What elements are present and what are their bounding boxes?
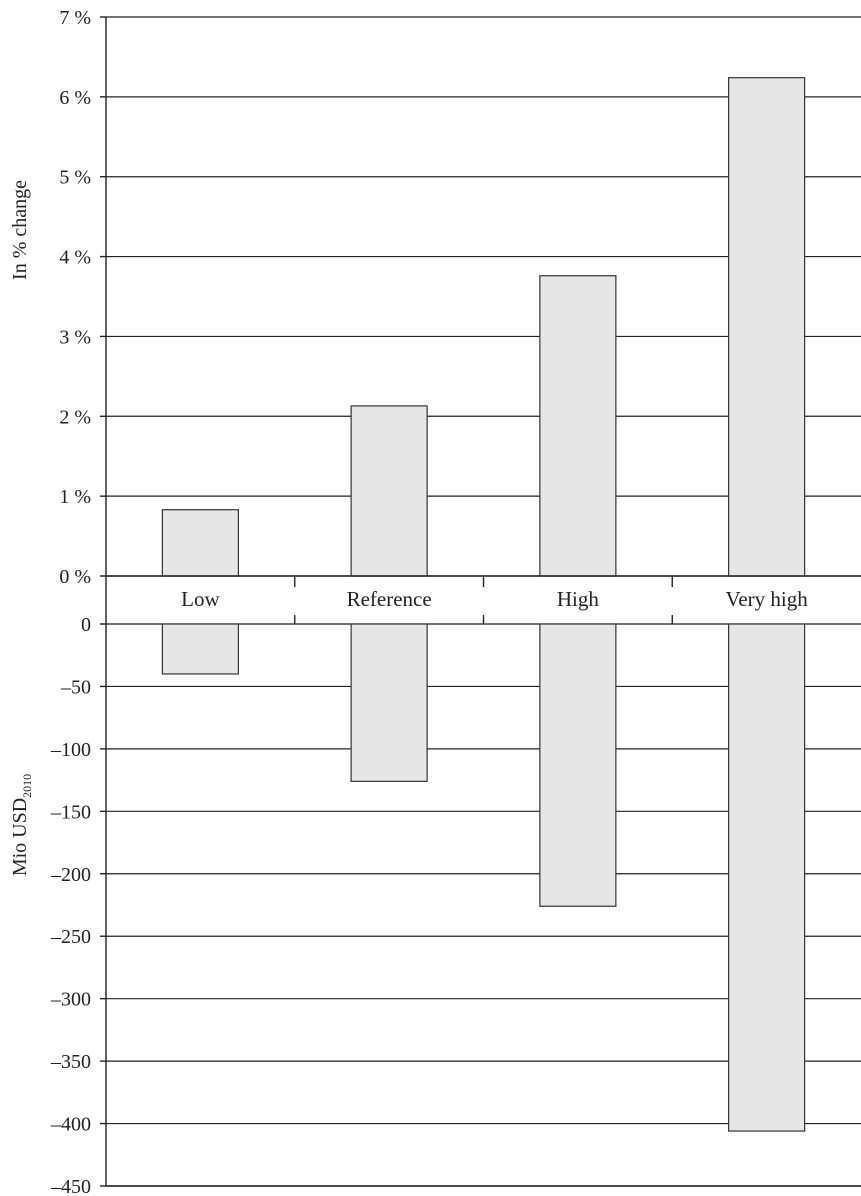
bottom-y-tick-label: 0	[81, 614, 91, 636]
top-y-tick-label: 6 %	[59, 87, 91, 109]
bottom-y-tick-label: –250	[50, 926, 91, 948]
top-y-tick-label: 3 %	[59, 326, 91, 348]
top-bar-reference	[350, 405, 428, 577]
category-label: Reference	[347, 587, 432, 611]
top-y-axis-title: In % change	[9, 180, 31, 280]
category-labels: Low Reference High Very high	[105, 576, 809, 624]
bottom-y-tick-label: –450	[50, 1176, 91, 1196]
top-y-tick-label: 2 %	[59, 406, 91, 428]
top-bar-low	[161, 509, 239, 577]
top-bar-very-high	[728, 77, 806, 577]
bottom-bar-high	[539, 623, 617, 907]
top-y-tick-label: 4 %	[59, 247, 91, 269]
category-label: Very high	[726, 587, 809, 611]
bottom-y-axis-title-main: Mio USD	[9, 798, 31, 876]
top-bar-high	[539, 275, 617, 577]
category-label: High	[557, 587, 600, 611]
bottom-y-tick-label: –400	[50, 1114, 91, 1136]
bottom-y-tick-label: –200	[50, 864, 91, 886]
bottom-y-tick-label: –300	[50, 989, 91, 1011]
bottom-panel: Mio USD2010 0 –50 –100 –150 –200 –250 –300 –350…	[9, 614, 861, 1196]
top-panel: In % change 0 % 1 % 2 % 3 % 4 % 5 % 6 % 7 %	[9, 7, 861, 588]
bottom-y-tick-label: –100	[50, 739, 91, 761]
top-y-tick-label: 1 %	[59, 486, 91, 508]
bottom-bar-low	[161, 623, 239, 675]
bottom-y-tick-label: –150	[50, 801, 91, 823]
bottom-y-axis-title: Mio USD2010	[9, 774, 34, 876]
category-label: Low	[181, 587, 220, 611]
top-y-tick-label: 7 %	[59, 7, 91, 29]
top-y-tick-label: 0 %	[59, 566, 91, 588]
bottom-bar-reference	[350, 623, 428, 782]
top-y-tick-label: 5 %	[59, 167, 91, 189]
bottom-y-tick-label: –350	[50, 1051, 91, 1073]
bottom-bar-very-high	[728, 623, 806, 1132]
bottom-y-tick-label: –50	[60, 676, 91, 698]
bottom-y-axis-title-subscript: 2010	[20, 774, 34, 798]
